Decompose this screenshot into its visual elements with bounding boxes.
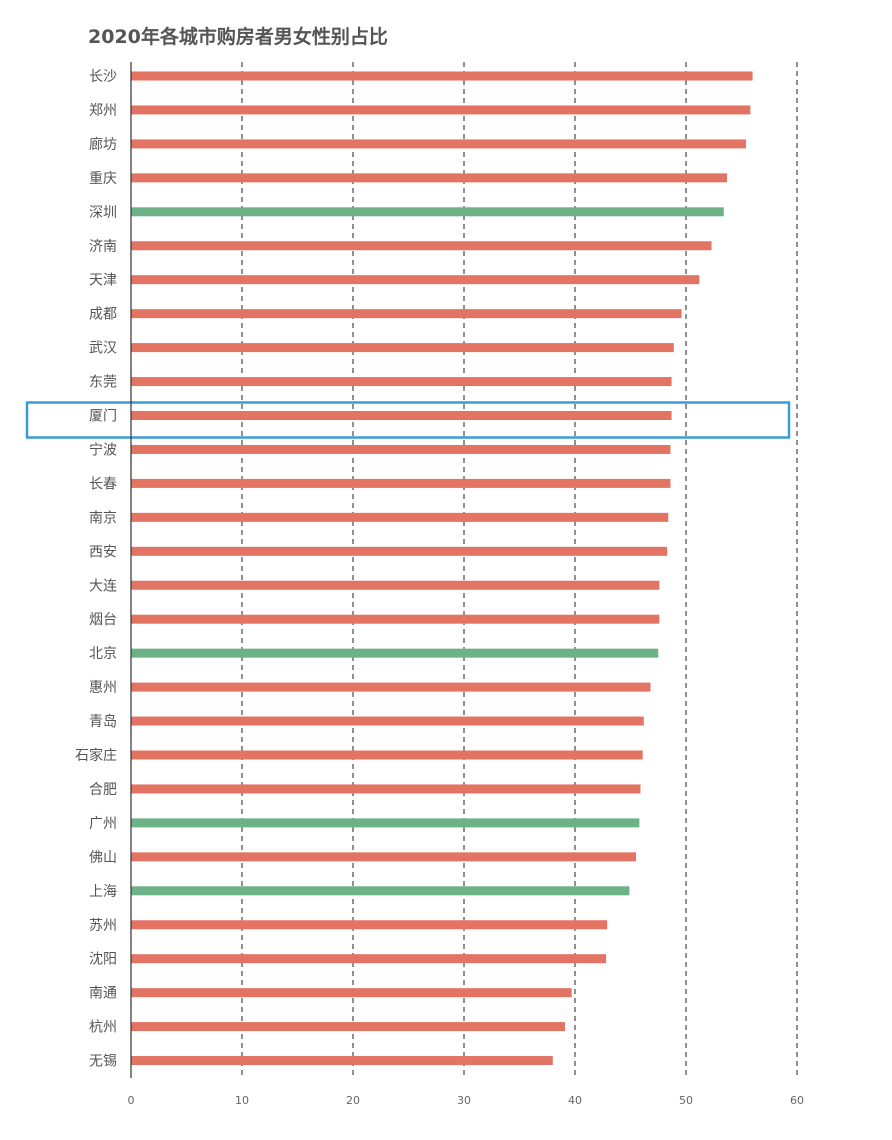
category-label: 西安 [89,544,117,560]
category-label: 廊坊 [89,136,117,153]
category-label: 深圳 [89,205,117,221]
x-tick-label: 0 [128,1094,135,1107]
category-label: 佛山 [89,850,117,866]
bar-成都 [131,309,682,319]
category-label: 重庆 [89,171,117,187]
category-label: 惠州 [89,680,117,696]
bar-佛山 [131,852,637,862]
bar-合肥 [131,784,641,794]
category-label: 成都 [89,307,117,323]
category-label: 苏州 [89,918,117,934]
bar-南京 [131,512,669,522]
category-label: 南京 [89,510,117,526]
bar-沈阳 [131,954,607,964]
category-label: 东莞 [89,375,117,391]
bar-武汉 [131,343,674,353]
bar-厦门 [131,411,672,420]
bar-大连 [131,580,660,590]
bar-深圳 [131,207,724,217]
bars [131,71,753,1066]
bar-廊坊 [131,139,746,149]
bar-无锡 [131,1056,553,1066]
bar-杭州 [131,1022,566,1032]
category-label: 无锡 [89,1054,117,1070]
category-label: 宁波 [89,441,117,458]
x-tick-label: 10 [235,1094,249,1107]
category-label: 长沙 [89,69,117,85]
tick-labels: 0 10 20 30 40 50 60 [128,1094,805,1107]
bar-广州 [131,818,640,828]
bar-上海 [131,886,630,896]
category-label: 沈阳 [89,952,117,968]
bar-南通 [131,988,572,998]
category-label: 武汉 [89,341,117,357]
x-tick-label: 20 [346,1094,360,1107]
x-tick-label: 60 [790,1094,804,1107]
bar-西安 [131,546,668,556]
highlight-box [25,401,791,439]
category-label: 青岛 [89,714,117,730]
category-label: 杭州 [89,1020,117,1036]
bar-长春 [131,478,671,488]
category-label: 烟台 [89,612,117,628]
bar-青岛 [131,716,644,726]
bar-石家庄 [131,750,643,760]
category-labels: 长沙郑州廊坊重庆深圳济南天津成都武汉东莞厦门宁波长春南京西安大连烟台北京惠州青岛… [75,69,117,1070]
highlight-box-layer [25,401,791,439]
category-label: 南通 [89,986,117,1002]
chart-title: 2020年各城市购房者男女性别占比 [88,26,388,48]
category-label: 厦门 [89,409,117,425]
category-label: 石家庄 [75,747,117,764]
bar-北京 [131,648,659,658]
category-label: 合肥 [89,782,117,798]
category-label: 上海 [89,884,117,900]
bar-长沙 [131,71,753,81]
bar-烟台 [131,614,660,624]
category-label: 济南 [89,239,117,255]
bar-惠州 [131,682,651,692]
bar-天津 [131,275,700,285]
x-tick-label: 40 [568,1094,582,1107]
bar-苏州 [131,920,608,930]
bar-济南 [131,241,712,251]
category-label: 长春 [89,476,117,492]
category-label: 天津 [89,273,117,289]
bar-宁波 [131,444,671,454]
category-label: 大连 [89,578,117,594]
category-label: 广州 [89,816,117,832]
category-label: 北京 [89,646,117,662]
bar-重庆 [131,173,728,183]
bar-东莞 [131,377,672,387]
x-tick-label: 50 [679,1094,693,1107]
category-label: 郑州 [89,103,117,119]
bar-郑州 [131,105,751,115]
grid-lines [241,62,798,1078]
x-tick-label: 30 [457,1094,471,1107]
